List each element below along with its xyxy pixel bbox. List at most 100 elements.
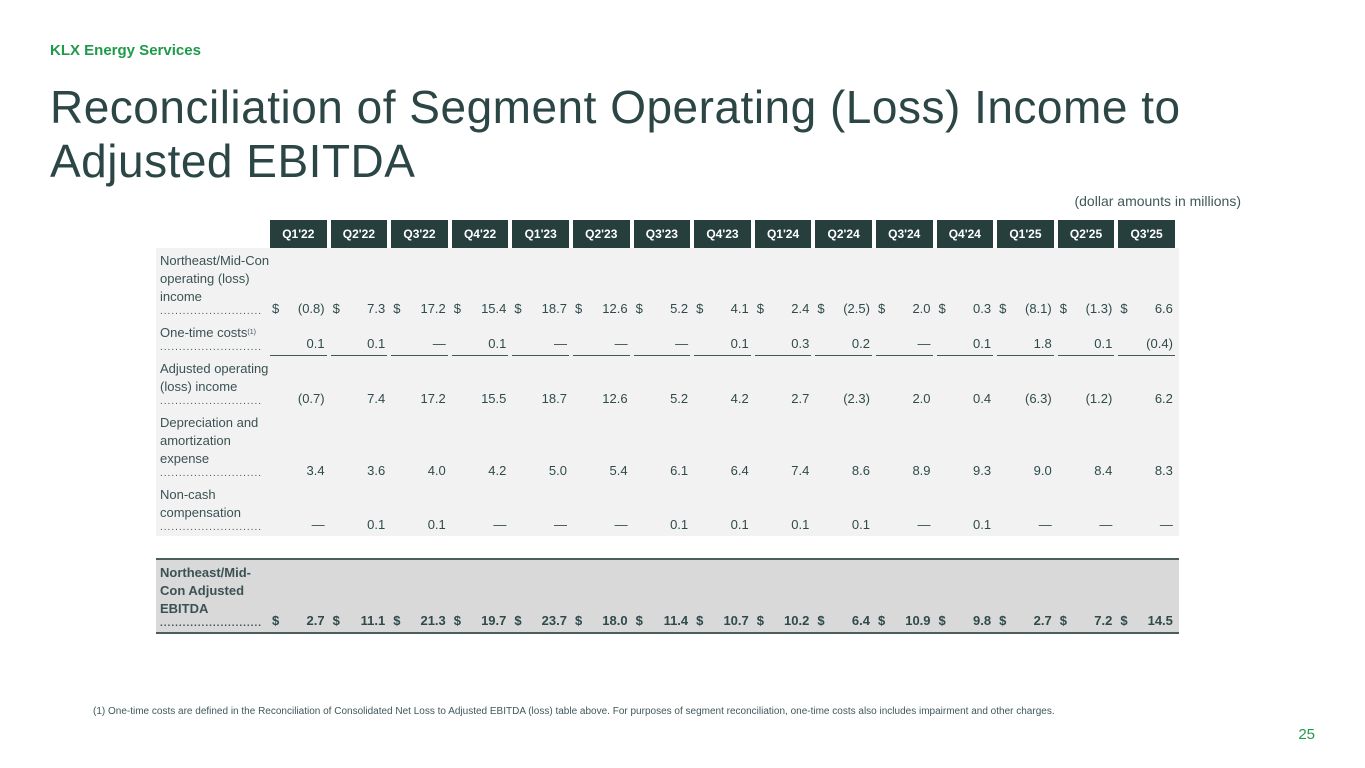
table-cell: 9.3 xyxy=(937,460,994,482)
row-label-text: Depreciation and amortization expense xyxy=(160,415,259,466)
row-label: Depreciation and amortization expense...… xyxy=(156,410,270,482)
column-header: Q4'22 xyxy=(451,220,509,248)
table-cell: $ (8.1) xyxy=(997,298,1054,320)
cell-value: — xyxy=(1038,517,1052,532)
table-cell: 3.4 xyxy=(270,460,327,482)
cell-value: 0.1 xyxy=(670,517,689,532)
column-header: Q1'25 xyxy=(997,220,1054,248)
table-cell: $0.3 xyxy=(937,298,994,320)
table-cell: — xyxy=(1118,514,1175,536)
cell-value: — xyxy=(1099,517,1113,532)
table-cell: 0.1 xyxy=(936,334,994,356)
cell-value: — xyxy=(614,336,628,351)
cell-value: 7.2 xyxy=(1094,613,1113,628)
cell-value: 18.7 xyxy=(541,391,567,406)
table-cell: 7.4 xyxy=(755,460,812,482)
cell-value: 1.8 xyxy=(1033,336,1052,351)
table-cell: 0.1 xyxy=(270,334,327,356)
table-cell: $10.7 xyxy=(694,610,751,632)
column-header: Q4'24 xyxy=(936,220,994,248)
dollar-sign: $ xyxy=(393,613,401,628)
dollar-sign: $ xyxy=(696,613,704,628)
table-cell: (6.3) xyxy=(997,388,1054,410)
cell-value: 2.0 xyxy=(912,301,931,316)
cell-value: 8.3 xyxy=(1154,463,1173,478)
table-cell: $2.4 xyxy=(755,298,812,320)
cell-value: 23.7 xyxy=(541,613,567,628)
cell-value: — xyxy=(614,517,628,532)
cell-value: 8.6 xyxy=(851,463,870,478)
table-cell: $19.7 xyxy=(452,610,509,632)
table-cell: — xyxy=(633,334,691,356)
table-row: Northeast/Mid-Con operating (loss) incom… xyxy=(156,248,1179,320)
table-cell: 0.2 xyxy=(815,334,872,356)
table-cell: 0.3 xyxy=(754,334,812,356)
leader-dots: ........................... xyxy=(160,306,263,317)
leader-dots: ........................... xyxy=(160,618,263,629)
cell-value: 0.1 xyxy=(427,517,446,532)
column-header: Q3'23 xyxy=(633,220,691,248)
cell-value: — xyxy=(675,336,689,351)
cell-value: 15.4 xyxy=(481,301,507,316)
cell-value: 18.7 xyxy=(541,301,567,316)
table-cell: 0.1 xyxy=(815,514,872,536)
table-cell: 17.2 xyxy=(391,388,448,410)
cell-value: 0.3 xyxy=(791,336,810,351)
cell-value: 0.1 xyxy=(488,336,507,351)
cell-value: 4.2 xyxy=(488,463,507,478)
cell-value: 4.1 xyxy=(730,301,749,316)
cell-value: — xyxy=(917,517,931,532)
table-spacer xyxy=(156,536,1179,558)
cell-value: 4.2 xyxy=(730,391,749,406)
table-cell: — xyxy=(875,334,933,356)
footnote-marker: (1) xyxy=(247,329,256,336)
table-cell: $5.2 xyxy=(634,298,691,320)
table-cell: 4.2 xyxy=(452,460,509,482)
cell-value: 2.7 xyxy=(791,391,810,406)
cell-value: 7.4 xyxy=(367,391,386,406)
dollar-sign: $ xyxy=(393,301,401,316)
column-header: Q2'22 xyxy=(330,220,388,248)
column-header: Q2'23 xyxy=(572,220,630,248)
cell-value: 2.7 xyxy=(1033,613,1052,628)
table-cell: 7.4 xyxy=(331,388,388,410)
cell-value: 14.5 xyxy=(1147,613,1173,628)
cell-value: 0.1 xyxy=(851,517,870,532)
dollar-sign: $ xyxy=(453,613,462,628)
table-row: Depreciation and amortization expense...… xyxy=(156,410,1179,482)
cell-value: 0.4 xyxy=(973,391,992,406)
dollar-sign: $ xyxy=(877,613,886,628)
cell-value: 3.4 xyxy=(306,463,325,478)
table-cell: 2.0 xyxy=(876,388,933,410)
cell-value: 10.2 xyxy=(784,613,810,628)
cell-value: (1.2) xyxy=(1085,391,1113,406)
table-cell: $17.2 xyxy=(391,298,448,320)
column-header: Q1'24 xyxy=(754,220,812,248)
dollar-sign: $ xyxy=(272,301,280,316)
cell-value: (2.5) xyxy=(843,301,870,316)
table-cell: 5.4 xyxy=(573,460,630,482)
row-label-text: Northeast/Mid-Con operating (loss) incom… xyxy=(160,253,270,304)
cell-value: — xyxy=(432,336,446,351)
table-cell: — xyxy=(512,514,569,536)
cell-value: (0.8) xyxy=(297,301,325,316)
page-number: 25 xyxy=(1298,726,1315,743)
dollar-sign: $ xyxy=(635,301,643,316)
dollar-sign: $ xyxy=(938,301,946,316)
table-cell: $21.3 xyxy=(391,610,448,632)
dollar-sign: $ xyxy=(1120,613,1128,628)
cell-value: 21.3 xyxy=(420,613,446,628)
leader-dots: ........................... xyxy=(160,522,263,533)
dollar-sign: $ xyxy=(514,613,522,628)
cell-value: 17.2 xyxy=(420,301,446,316)
cell-value: 19.7 xyxy=(481,613,507,628)
dollar-sign: $ xyxy=(938,613,946,628)
cell-value: 6.1 xyxy=(670,463,689,478)
cell-value: (0.4) xyxy=(1146,336,1173,351)
cell-value: 0.1 xyxy=(306,336,325,351)
cell-value: 0.1 xyxy=(1094,336,1113,351)
table-cell: 5.2 xyxy=(634,388,691,410)
table-cell: $ (1.3) xyxy=(1058,298,1115,320)
table-cell: 0.1 xyxy=(694,514,751,536)
column-header: Q1'23 xyxy=(512,220,569,248)
